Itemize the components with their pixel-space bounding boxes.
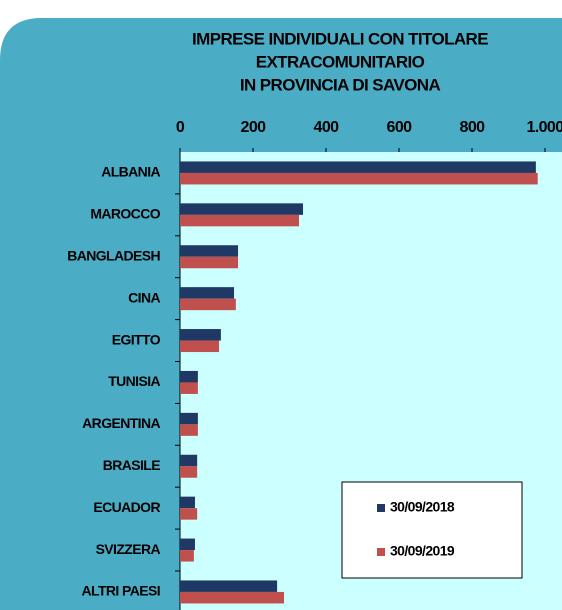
- bar: [180, 298, 236, 311]
- bar: [180, 370, 198, 383]
- bar: [180, 161, 536, 173]
- bar: [180, 412, 198, 425]
- y-tick-label: ECUADOR: [93, 499, 160, 515]
- bar: [180, 329, 221, 341]
- chart-title: IN PROVINCIA DI SAVONA: [240, 75, 441, 94]
- legend-swatch: [377, 548, 385, 556]
- legend-box: [341, 481, 523, 579]
- x-tick-label: 0: [176, 119, 185, 136]
- bar: [180, 214, 299, 227]
- bar: [180, 424, 198, 436]
- x-tick-label: 800: [460, 119, 486, 136]
- bar: [180, 591, 285, 604]
- x-tick-label: 200: [241, 119, 267, 136]
- legend-label: 30/09/2019: [390, 543, 455, 559]
- bar: [180, 496, 195, 509]
- chart-title: EXTRACOMUNITARIO: [256, 52, 425, 71]
- bar: [180, 382, 198, 394]
- bar: [180, 287, 235, 299]
- y-tick-label: CINA: [128, 289, 160, 305]
- bar: [180, 172, 538, 185]
- bar: [180, 580, 278, 592]
- bar: [180, 256, 239, 269]
- y-tick-label: MAROCCO: [90, 206, 160, 222]
- bar: [180, 550, 194, 562]
- y-tick-label: ARGENTINA: [82, 415, 160, 431]
- legend-swatch: [377, 504, 385, 512]
- x-tick-label: 1.000: [526, 119, 562, 136]
- bar: [180, 538, 195, 551]
- x-tick-label: 400: [314, 119, 340, 136]
- bar: [180, 508, 198, 520]
- legend-label: 30/09/2018: [390, 499, 455, 515]
- x-tick-label: 600: [387, 119, 413, 136]
- bar: [180, 340, 220, 353]
- y-tick-label: ALBANIA: [101, 164, 160, 180]
- bar: [180, 466, 198, 478]
- bar: [180, 203, 304, 215]
- y-tick-label: BANGLADESH: [67, 247, 160, 263]
- y-tick-label: TUNISIA: [108, 373, 160, 389]
- bar: [180, 245, 239, 257]
- chart-title: IMPRESE INDIVIDUALI CON TITOLARE: [192, 29, 488, 48]
- y-tick-label: EGITTO: [112, 331, 161, 347]
- y-tick-label: SVIZZERA: [96, 541, 161, 557]
- bar: [180, 454, 198, 467]
- y-tick-label: BRASILE: [103, 457, 161, 473]
- y-tick-label: ALTRI PAESI: [82, 583, 160, 599]
